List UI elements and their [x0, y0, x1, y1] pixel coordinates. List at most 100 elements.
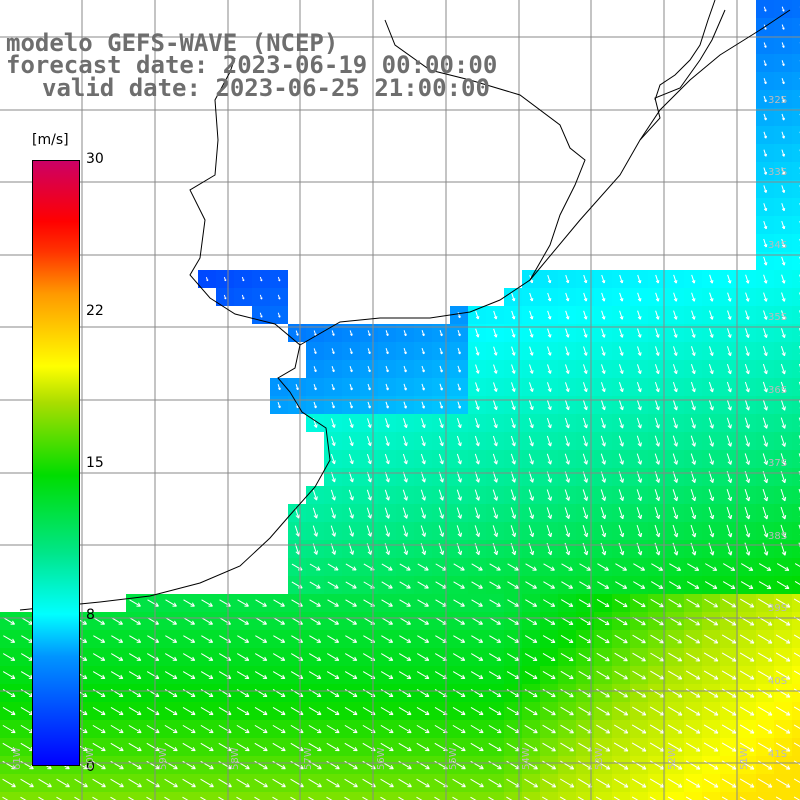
wind-arrow: [650, 652, 664, 662]
wind-arrow: [385, 365, 389, 373]
wind-arrow: [619, 364, 624, 375]
wind-arrow: [254, 707, 268, 716]
wind-arrow: [128, 778, 142, 788]
wind-arrow: [618, 417, 624, 429]
wind-arrow: [366, 489, 372, 501]
wind-arrow: [308, 742, 322, 752]
wind-arrow: [452, 778, 466, 788]
wind-arrow: [273, 653, 286, 661]
wind-speed-cell: [18, 792, 36, 800]
colorbar-tick-0: 0: [86, 759, 95, 775]
wind-arrow: [399, 581, 411, 589]
wind-arrow: [93, 635, 106, 643]
wind-arrow: [453, 581, 465, 589]
wind-arrow: [475, 382, 480, 392]
wind-arrow: [312, 507, 318, 519]
wind-arrow: [38, 778, 52, 788]
wind-arrow: [546, 525, 553, 538]
wind-arrow: [614, 652, 628, 662]
wind-speed-cell: [792, 234, 800, 252]
wind-arrow: [583, 310, 588, 320]
wind-arrow: [416, 778, 430, 788]
wind-arrow: [308, 796, 315, 800]
wind-speed-cell: [792, 342, 800, 360]
wind-arrow: [744, 524, 751, 538]
wind-arrow: [349, 418, 354, 428]
wind-speed-cell: [792, 198, 800, 216]
wind-arrow: [367, 330, 371, 337]
wind-arrow: [93, 617, 105, 625]
wind-arrow: [308, 724, 322, 734]
wind-speed-cell: [162, 792, 180, 800]
wind-arrow: [744, 346, 750, 357]
wind-speed-cell: [594, 792, 612, 800]
wind-arrow: [241, 294, 245, 300]
wind-arrow: [649, 796, 657, 800]
wind-arrow: [744, 435, 750, 447]
wind-arrow: [780, 399, 786, 411]
wind-arrow: [511, 382, 516, 392]
wind-arrow: [272, 671, 286, 679]
wind-arrow: [529, 292, 534, 302]
wind-arrow: [654, 399, 660, 411]
wind-arrow: [344, 671, 358, 679]
wind-arrow: [421, 365, 425, 373]
wind-arrow: [146, 778, 160, 788]
wind-arrow: [546, 507, 553, 519]
wind-arrow: [344, 707, 358, 716]
wind-arrow: [762, 346, 768, 357]
wind-arrow: [524, 724, 538, 734]
wind-arrow: [613, 742, 629, 752]
colorbar-tick-22: 22: [86, 303, 104, 319]
wind-arrow: [757, 598, 773, 608]
wind-arrow: [793, 670, 800, 675]
wind-arrow: [439, 401, 444, 409]
wind-arrow: [165, 653, 178, 661]
wind-speed-cell: [792, 54, 800, 72]
wind-arrow: [506, 796, 513, 800]
wind-arrow: [403, 383, 407, 391]
wind-arrow: [637, 274, 642, 284]
wind-arrow: [129, 635, 142, 643]
wind-arrow: [763, 185, 768, 193]
wind-arrow: [721, 634, 737, 644]
wind-arrow: [420, 489, 426, 501]
wind-arrow: [723, 563, 736, 571]
wind-arrow: [417, 617, 429, 625]
wind-speed-cell: [396, 792, 414, 800]
wind-arrow: [543, 581, 555, 589]
wind-arrow: [615, 563, 627, 571]
wind-arrow: [183, 599, 195, 607]
wind-arrow: [560, 617, 574, 625]
wind-speed-cell: [666, 792, 684, 800]
wind-arrow: [781, 113, 785, 121]
wind-arrow: [654, 489, 661, 502]
wind-arrow: [92, 724, 106, 734]
wind-arrow: [690, 399, 696, 411]
wind-arrow: [691, 274, 696, 284]
wind-arrow: [416, 724, 430, 734]
wind-arrow: [614, 706, 629, 716]
wind-arrow: [564, 399, 570, 411]
wind-arrow: [236, 671, 250, 679]
wind-arrow: [489, 653, 502, 661]
wind-arrow: [456, 525, 463, 537]
wind-arrow: [528, 489, 535, 501]
wind-arrow: [327, 653, 340, 661]
wind-arrow: [438, 453, 444, 465]
wind-speed-cell: [774, 792, 792, 800]
wind-arrow: [721, 796, 729, 800]
wind-arrow: [546, 453, 552, 465]
wind-speed-cell: [792, 504, 800, 522]
wind-arrow: [470, 724, 484, 734]
wind-arrow: [619, 310, 624, 320]
wind-arrow: [330, 454, 336, 465]
wind-arrow: [763, 149, 768, 157]
wind-arrow: [402, 436, 408, 447]
wind-arrow: [757, 706, 773, 716]
wind-arrow: [183, 617, 195, 625]
wind-arrow: [146, 671, 160, 679]
wind-arrow: [654, 435, 660, 447]
wind-arrow: [740, 581, 754, 589]
wind-arrow: [780, 346, 786, 357]
